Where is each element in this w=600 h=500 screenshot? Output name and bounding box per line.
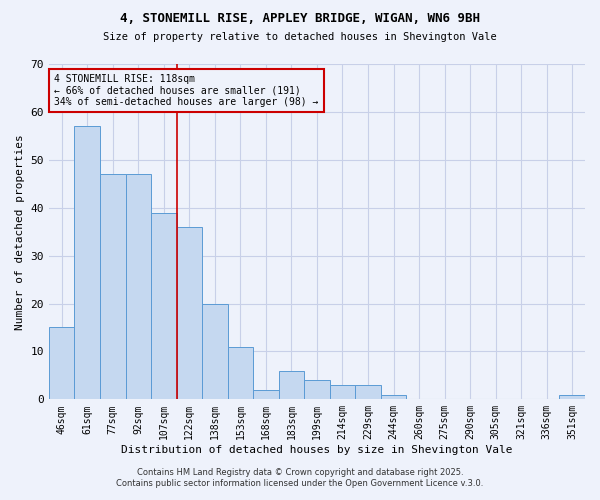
Bar <box>74 126 100 400</box>
Bar <box>278 370 304 400</box>
Bar <box>176 227 202 400</box>
Bar <box>227 346 253 400</box>
Bar <box>559 394 585 400</box>
Text: 4, STONEMILL RISE, APPLEY BRIDGE, WIGAN, WN6 9BH: 4, STONEMILL RISE, APPLEY BRIDGE, WIGAN,… <box>120 12 480 26</box>
Text: Size of property relative to detached houses in Shevington Vale: Size of property relative to detached ho… <box>103 32 497 42</box>
Text: 4 STONEMILL RISE: 118sqm
← 66% of detached houses are smaller (191)
34% of semi-: 4 STONEMILL RISE: 118sqm ← 66% of detach… <box>54 74 319 108</box>
X-axis label: Distribution of detached houses by size in Shevington Vale: Distribution of detached houses by size … <box>121 445 513 455</box>
Bar <box>125 174 151 400</box>
Y-axis label: Number of detached properties: Number of detached properties <box>15 134 25 330</box>
Bar <box>355 385 381 400</box>
Bar <box>304 380 330 400</box>
Bar <box>49 328 74 400</box>
Bar <box>381 394 406 400</box>
Text: Contains HM Land Registry data © Crown copyright and database right 2025.
Contai: Contains HM Land Registry data © Crown c… <box>116 468 484 487</box>
Bar <box>330 385 355 400</box>
Bar <box>253 390 278 400</box>
Bar <box>202 304 227 400</box>
Bar <box>151 212 176 400</box>
Bar <box>100 174 125 400</box>
